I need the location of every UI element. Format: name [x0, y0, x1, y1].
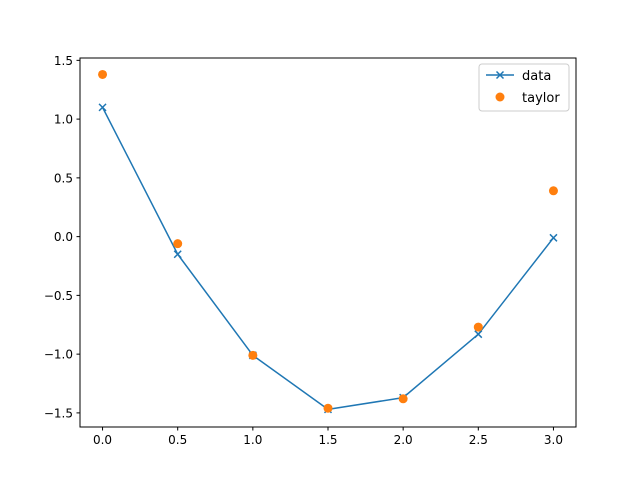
- legend-data-marker: [495, 70, 505, 80]
- taylor-point: [173, 239, 183, 249]
- taylor-point: [323, 403, 333, 413]
- legend-taylor-marker: [495, 92, 505, 102]
- data-point-marker: [549, 233, 558, 242]
- y-tick-label: −1.0: [44, 348, 73, 362]
- y-tick-label: −1.5: [44, 406, 73, 420]
- x-tick-label: 0.0: [93, 433, 112, 447]
- taylor-point: [98, 69, 108, 79]
- x-tick-label: 0.5: [168, 433, 187, 447]
- y-tick-label: 0.0: [54, 230, 73, 244]
- x-tick-label: 2.5: [469, 433, 488, 447]
- plot-area: [98, 69, 558, 414]
- y-tick-label: 1.5: [54, 54, 73, 68]
- taylor-point: [473, 322, 483, 332]
- y-tick-label: −0.5: [44, 289, 73, 303]
- taylor-point: [548, 186, 558, 196]
- legend-label-data: data: [522, 69, 551, 84]
- x-tick-label: 2.0: [394, 433, 413, 447]
- taylor-point: [248, 350, 258, 360]
- x-tick-label: 1.0: [243, 433, 262, 447]
- data-point-marker: [173, 250, 182, 259]
- x-tick-label: 1.5: [318, 433, 337, 447]
- tick-group: 0.0 0.5 1.0 1.5 2.0 2.5 3.0 −1.5 −1.0 −0.5 0.0 0.5 1…: [44, 54, 563, 447]
- data-point-marker: [474, 330, 483, 339]
- legend-label-taylor: taylor: [522, 91, 560, 106]
- legend: data taylor: [478, 63, 570, 112]
- x-tick-label: 3.0: [544, 433, 563, 447]
- data-point-marker: [98, 103, 107, 112]
- taylor-point: [398, 394, 408, 404]
- y-tick-label: 0.5: [54, 171, 73, 185]
- y-tick-label: 1.0: [54, 113, 73, 127]
